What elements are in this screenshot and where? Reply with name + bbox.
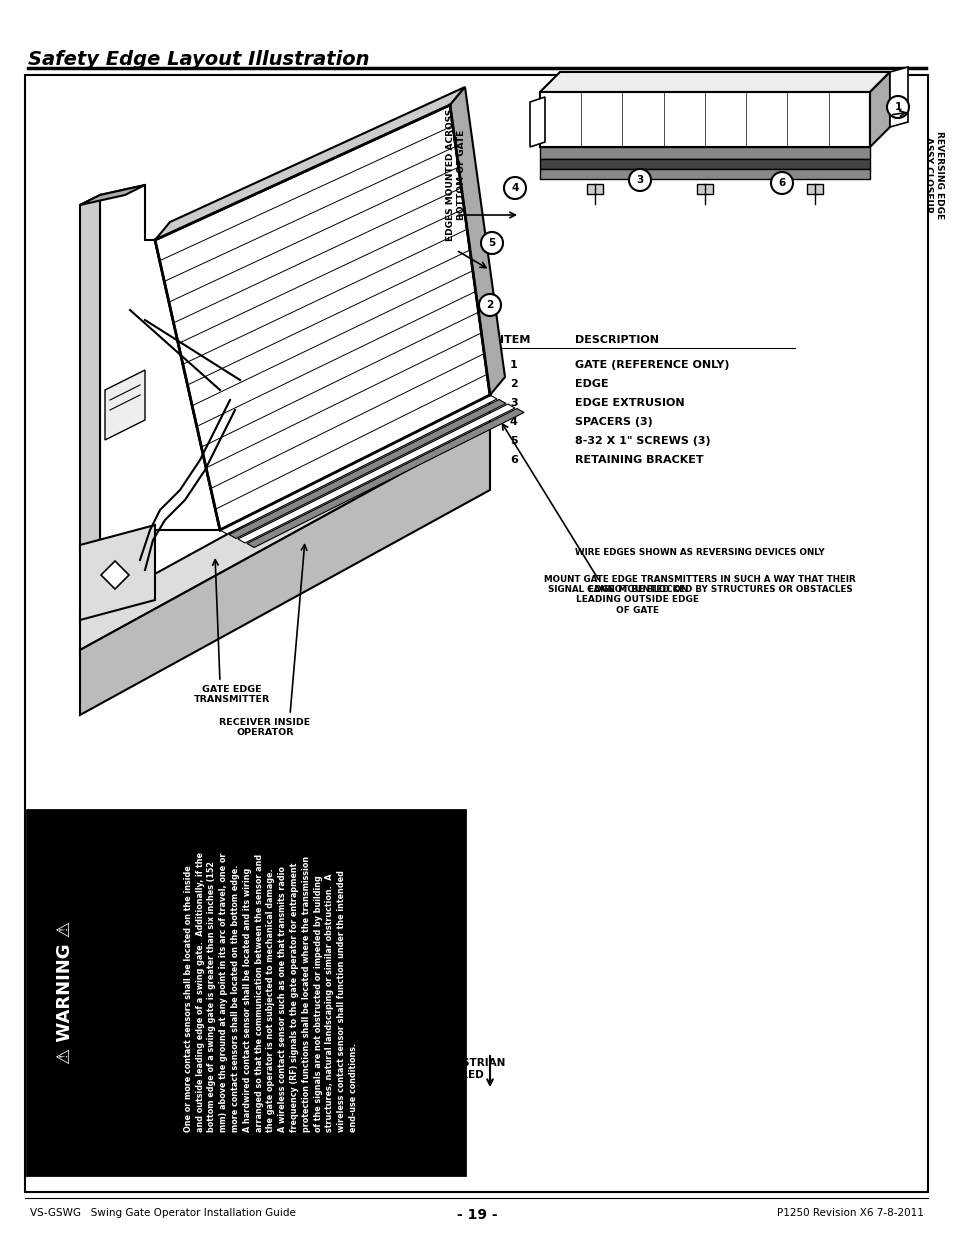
Text: EDGE: EDGE — [575, 379, 608, 389]
Text: 6: 6 — [778, 178, 785, 188]
Polygon shape — [539, 91, 869, 147]
Text: 8-32 X 1" SCREWS (3): 8-32 X 1" SCREWS (3) — [575, 436, 710, 446]
Polygon shape — [530, 98, 544, 147]
Polygon shape — [154, 86, 464, 240]
Text: SEPARATE PEDESTRIAN
GATE REQUIRED: SEPARATE PEDESTRIAN GATE REQUIRED — [369, 1058, 505, 1079]
Polygon shape — [80, 425, 490, 715]
Circle shape — [886, 96, 908, 119]
Circle shape — [503, 177, 525, 199]
Polygon shape — [539, 169, 869, 179]
Text: GATE (REFERENCE ONLY): GATE (REFERENCE ONLY) — [575, 359, 729, 370]
Polygon shape — [80, 185, 145, 205]
Polygon shape — [889, 67, 907, 127]
Text: 6: 6 — [510, 454, 517, 466]
Text: MOUNT GATE EDGE TRANSMITTERS IN SUCH A WAY THAT THEIR
SIGNAL CANNOT BE BLOCKED B: MOUNT GATE EDGE TRANSMITTERS IN SUCH A W… — [543, 576, 855, 594]
Text: REVERSING EDGE
ASSY CLOSEUP: REVERSING EDGE ASSY CLOSEUP — [923, 131, 943, 219]
Polygon shape — [100, 185, 220, 540]
Polygon shape — [80, 195, 100, 550]
Polygon shape — [105, 370, 145, 440]
Text: EDGE EXTRUSION: EDGE EXTRUSION — [575, 398, 684, 408]
Text: RECEIVER INSIDE
OPERATOR: RECEIVER INSIDE OPERATOR — [219, 718, 311, 737]
Polygon shape — [101, 561, 129, 589]
Text: 2: 2 — [486, 300, 493, 310]
Polygon shape — [80, 525, 154, 620]
Bar — [586, 184, 602, 194]
Text: GATE EDGE
TRANSMITTER: GATE EDGE TRANSMITTER — [193, 685, 270, 704]
Polygon shape — [869, 72, 889, 147]
Polygon shape — [450, 86, 504, 395]
Text: One or more contact sensors shall be located on the inside
and outside leading e: One or more contact sensors shall be loc… — [184, 852, 357, 1132]
Polygon shape — [80, 390, 490, 650]
Polygon shape — [154, 105, 490, 530]
Text: 4: 4 — [511, 183, 518, 193]
Text: 4: 4 — [510, 417, 517, 427]
Polygon shape — [539, 159, 869, 169]
Bar — [806, 184, 822, 194]
Text: 1: 1 — [510, 359, 517, 370]
Text: RETAINING BRACKET: RETAINING BRACKET — [575, 454, 703, 466]
Bar — [27, 810, 464, 1174]
Text: 5: 5 — [510, 436, 517, 446]
Text: P1250 Revision X6 7-8-2011: P1250 Revision X6 7-8-2011 — [777, 1208, 923, 1218]
Text: 1: 1 — [893, 103, 901, 112]
Circle shape — [628, 169, 650, 191]
Polygon shape — [539, 147, 869, 159]
Text: 3: 3 — [636, 175, 643, 185]
Polygon shape — [247, 409, 523, 547]
Text: 2: 2 — [510, 379, 517, 389]
Circle shape — [478, 294, 500, 316]
Circle shape — [770, 172, 792, 194]
Text: Safety Edge Layout Illustration: Safety Edge Layout Illustration — [28, 49, 369, 69]
Text: 3: 3 — [510, 398, 517, 408]
Polygon shape — [220, 395, 497, 534]
Text: DESCRIPTION: DESCRIPTION — [575, 335, 659, 345]
Text: ITEM: ITEM — [499, 335, 530, 345]
Text: EDGES MOUNTED ACROSS
BOTTOM OF GATE: EDGES MOUNTED ACROSS BOTTOM OF GATE — [446, 109, 465, 241]
Polygon shape — [539, 72, 889, 91]
Text: EDGE MOUNTED ON
LEADING OUTSIDE EDGE
OF GATE: EDGE MOUNTED ON LEADING OUTSIDE EDGE OF … — [576, 585, 699, 615]
Text: 5: 5 — [488, 238, 496, 248]
Text: SPACERS (3): SPACERS (3) — [575, 417, 652, 427]
Circle shape — [480, 232, 502, 254]
Text: ⚠ WARNING ⚠: ⚠ WARNING ⚠ — [56, 920, 74, 1063]
Text: - 19 -: - 19 - — [456, 1208, 497, 1221]
Polygon shape — [229, 399, 505, 538]
Text: VS-GSWG   Swing Gate Operator Installation Guide: VS-GSWG Swing Gate Operator Installation… — [30, 1208, 295, 1218]
Polygon shape — [237, 404, 515, 543]
Text: WIRE EDGES SHOWN AS REVERSING DEVICES ONLY: WIRE EDGES SHOWN AS REVERSING DEVICES ON… — [575, 548, 824, 557]
Bar — [697, 184, 712, 194]
